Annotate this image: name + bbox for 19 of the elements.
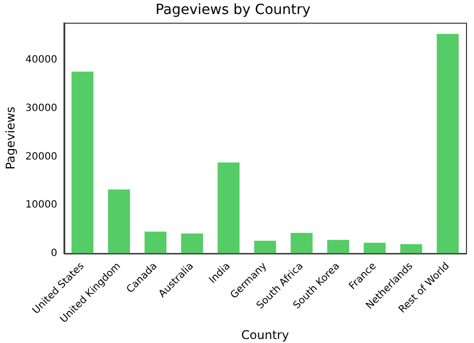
y-tick-label: 10000 — [25, 200, 58, 211]
y-tick-label: 0 — [50, 248, 58, 259]
bar — [400, 244, 422, 254]
bar — [108, 190, 130, 254]
bar — [327, 240, 350, 254]
bar — [72, 72, 94, 254]
y-axis-title: Pageviews — [3, 106, 18, 170]
bar — [144, 232, 166, 254]
y-tick-label: 20000 — [25, 151, 58, 162]
y-tick-label: 30000 — [25, 102, 58, 114]
x-axis-title: Country — [241, 328, 289, 342]
bar — [254, 240, 276, 254]
bar — [290, 232, 313, 254]
bar — [364, 242, 386, 254]
y-tick-label: 40000 — [25, 54, 58, 66]
bar — [436, 34, 459, 254]
bar — [218, 162, 240, 254]
chart-title: Pageviews by Country — [155, 2, 311, 18]
bar — [181, 234, 204, 254]
